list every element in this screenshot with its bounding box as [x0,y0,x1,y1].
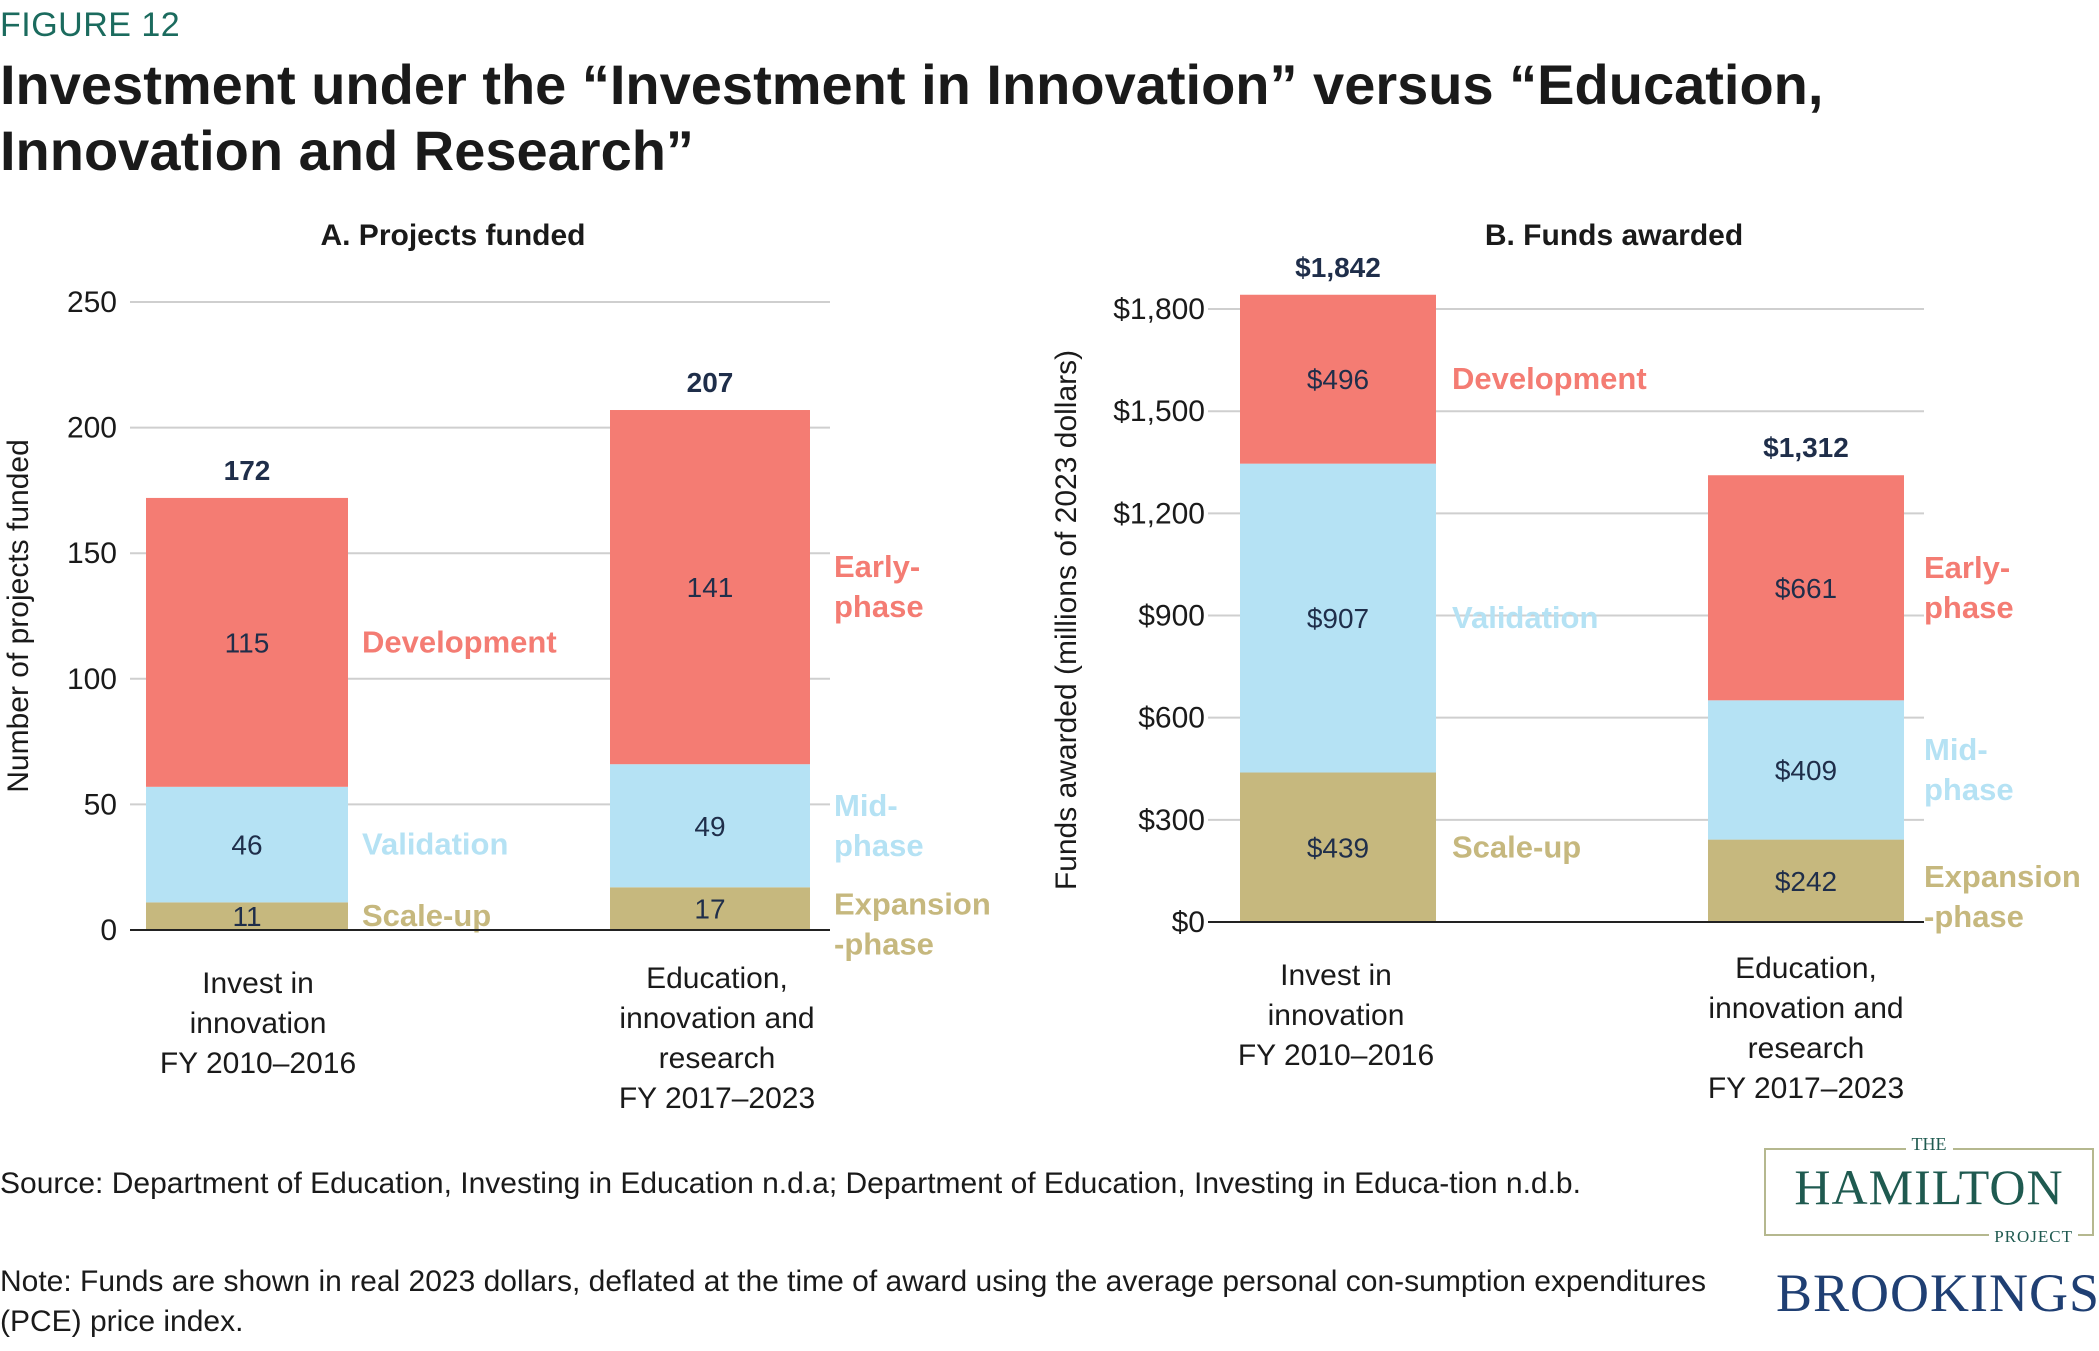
data-label-validation: $409 [1775,755,1837,786]
bar-segment-validation [146,786,348,903]
bar-segment-validation [1708,700,1904,840]
source-note: Source: Department of Education, Investi… [0,1167,1581,1200]
panel-title: B. Funds awarded [1485,219,1743,252]
bar-segment-development [1708,475,1904,701]
data-label-development: 141 [687,572,734,603]
bar-segment-development [610,410,810,765]
y-tick-label: $900 [1138,600,1205,633]
logo-project-text: PROJECT [1989,1227,2078,1247]
legend-label-validation: Mid-phase [834,788,924,863]
legend-label-scaleup: Expansion -phase [1924,859,2081,934]
legend-label-development: Early-phase [1924,550,2014,625]
panel-title: A. Projects funded [320,219,585,252]
figure-label: FIGURE 12 [0,6,181,44]
total-label: $1,312 [1763,432,1849,463]
bar-segment-development [1240,294,1436,464]
total-label: $1,842 [1295,252,1381,283]
bar-segment-scaleup [146,902,348,930]
y-tick-label: $1,500 [1113,395,1205,428]
legend-label-validation: Mid-phase [1924,732,2014,807]
brookings-logo: BROOKINGS [1776,1263,2099,1323]
y-tick-label: 150 [67,537,117,570]
total-label: 207 [687,367,734,398]
bar-segment-scaleup [1708,839,1904,922]
data-label-scaleup: $242 [1775,866,1837,897]
legend-label-validation: Validation [1452,600,1598,635]
bar-segment-validation [610,764,810,888]
bar-segment-development [146,497,348,787]
legend-label-scaleup: Scale-up [362,898,491,933]
category-label: Invest in innovation FY 2010–2016 [1238,959,1434,1072]
bar-segment-validation [1240,463,1436,773]
y-tick-label: $0 [1172,906,1205,939]
figure-title: Investment under the “Investment in Inno… [0,53,1824,182]
y-tick-label: 50 [84,788,117,821]
y-tick-label: 0 [100,914,117,947]
data-label-validation: 49 [694,811,725,842]
data-label-development: $496 [1307,364,1369,395]
hamilton-project-logo: THE HAMILTON PROJECT [1764,1134,2094,1247]
legend-label-development: Development [1452,361,1647,396]
total-label: 172 [224,455,271,486]
category-label: Invest in innovation FY 2010–2016 [160,967,356,1080]
category-label: Education, innovation and research FY 2017–… [619,962,815,1115]
y-tick-label: 200 [67,412,117,445]
y-tick-label: 250 [67,286,117,319]
legend-label-scaleup: Expansion -phase [834,887,991,962]
data-label-scaleup: 11 [232,901,261,932]
y-tick-label: $1,200 [1113,497,1205,530]
data-label-validation: $907 [1307,603,1369,634]
legend-label-scaleup: Scale-up [1452,829,1581,864]
chart-area: A. Projects funded Number of projects fun… [2,219,2081,1115]
legend-label-development: Early-phase [834,549,924,624]
bar-segment-scaleup [610,887,810,930]
legend-label-validation: Validation [362,827,508,862]
category-label: Education, innovation and research FY 2017–… [1708,952,1904,1105]
y-axis-label: Funds awarded (millions of 2023 dollars) [1050,350,1083,890]
y-tick-label: 100 [67,663,117,696]
data-label-development: 115 [225,627,270,658]
bar-segment-scaleup [1240,772,1436,922]
logo-the-text: THE [1905,1134,1953,1154]
data-label-scaleup: 17 [694,894,725,925]
y-tick-label: $600 [1138,702,1205,735]
y-axis-label: Number of projects funded [2,439,35,793]
data-label-validation: 46 [231,830,262,861]
logo-hamilton-text: HAMILTON [1794,1159,2064,1215]
note-text: Note: Funds are shown in real 2023 dolla… [0,1265,1707,1338]
data-label-development: $661 [1775,573,1837,604]
legend-label-development: Development [362,624,557,659]
y-tick-label: $1,800 [1113,293,1205,326]
data-label-scaleup: $439 [1307,832,1369,863]
y-tick-label: $300 [1138,804,1205,837]
